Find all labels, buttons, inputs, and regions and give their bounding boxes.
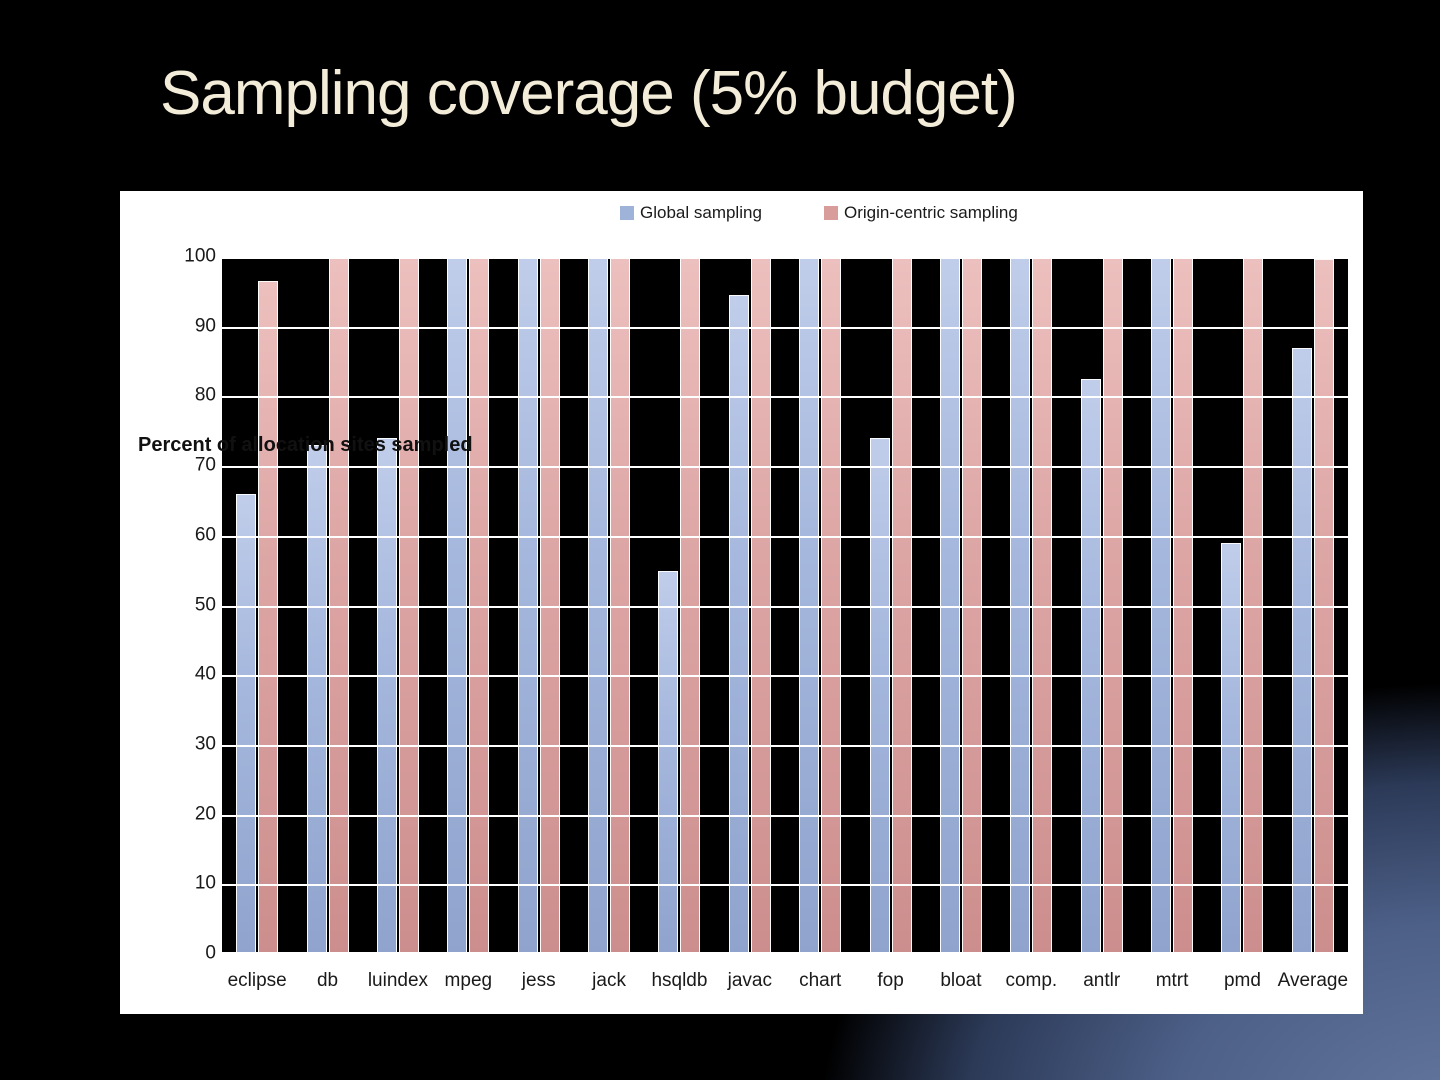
bar-group-eclipse bbox=[222, 257, 292, 954]
ytick-label: 70 bbox=[194, 454, 216, 476]
ytick-label: 50 bbox=[194, 594, 216, 616]
category-label-hsqldb: hsqldb bbox=[651, 970, 708, 991]
slide-title: Sampling coverage (5% budget) bbox=[160, 59, 1018, 128]
legend-item-origin-centric-sampling: Origin-centric sampling bbox=[824, 203, 1018, 223]
category-label-mpeg: mpeg bbox=[444, 970, 493, 991]
ytick-label: 30 bbox=[194, 733, 216, 755]
gridline bbox=[222, 884, 1348, 887]
bar-global-pmd bbox=[1221, 542, 1242, 954]
origin-centric-sampling-swatch-icon bbox=[824, 206, 838, 220]
category-label-luindex: luindex bbox=[367, 970, 429, 991]
ytick-label: 60 bbox=[194, 524, 216, 546]
ytick-label: 90 bbox=[194, 315, 216, 337]
chart-panel: Global sampling Origin-centric sampling … bbox=[120, 191, 1363, 1014]
ytick-label: 100 bbox=[184, 245, 216, 267]
bar-global-antlr bbox=[1080, 378, 1101, 954]
gridline bbox=[222, 257, 1348, 259]
gridline bbox=[222, 744, 1348, 747]
bar-global-hsqldb bbox=[658, 570, 679, 954]
bar-origin-eclipse bbox=[258, 281, 279, 954]
ytick-label: 80 bbox=[194, 384, 216, 406]
category-label-chart: chart bbox=[799, 970, 842, 991]
category-label-fop: fop bbox=[877, 970, 904, 991]
gridline bbox=[222, 326, 1348, 329]
legend-label-global-sampling: Global sampling bbox=[640, 203, 762, 222]
gridline bbox=[222, 952, 1348, 954]
category-label-antlr: antlr bbox=[1083, 970, 1121, 991]
category-label-jack: jack bbox=[592, 970, 626, 991]
category-label-bloat: bloat bbox=[940, 970, 982, 991]
plot-area bbox=[222, 257, 1348, 954]
category-label-javac: javac bbox=[727, 970, 772, 991]
category-label-mtrt: mtrt bbox=[1155, 970, 1189, 991]
ytick-label: 20 bbox=[194, 803, 216, 825]
bar-global-db bbox=[306, 445, 327, 954]
y-axis-title: Percent of allocation sites sampled bbox=[138, 434, 473, 456]
x-axis: eclipse db luindex mpeg jess jack hsqldb javac c… bbox=[222, 970, 1348, 996]
global-sampling-swatch-icon bbox=[620, 206, 634, 220]
y-axis: 100 90 80 70 60 50 40 30 20 10 0 bbox=[120, 246, 216, 964]
gridline bbox=[222, 466, 1348, 469]
bar-global-luindex bbox=[376, 438, 397, 954]
legend-item-global-sampling: Global sampling bbox=[620, 203, 762, 223]
gridline bbox=[222, 535, 1348, 538]
bar-global-eclipse bbox=[236, 493, 257, 954]
chart-legend: Global sampling Origin-centric sampling bbox=[120, 203, 1363, 223]
bar-global-Average bbox=[1291, 347, 1312, 954]
gridline bbox=[222, 396, 1348, 399]
category-label-jess: jess bbox=[521, 970, 556, 991]
legend-label-origin-centric-sampling: Origin-centric sampling bbox=[844, 203, 1018, 222]
bar-global-javac bbox=[728, 295, 749, 954]
category-label-eclipse: eclipse bbox=[227, 970, 287, 991]
ytick-label: 40 bbox=[194, 663, 216, 685]
gridline bbox=[222, 605, 1348, 608]
ytick-label: 10 bbox=[194, 872, 216, 894]
gridline bbox=[222, 675, 1348, 678]
bar-global-fop bbox=[869, 438, 890, 954]
gridline bbox=[222, 814, 1348, 817]
ytick-label: 0 bbox=[205, 942, 216, 964]
category-label-pmd: pmd bbox=[1223, 970, 1261, 991]
category-label-db: db bbox=[316, 970, 339, 991]
category-label-Average: Average bbox=[1277, 970, 1349, 991]
category-label-comp.: comp. bbox=[1005, 970, 1058, 991]
